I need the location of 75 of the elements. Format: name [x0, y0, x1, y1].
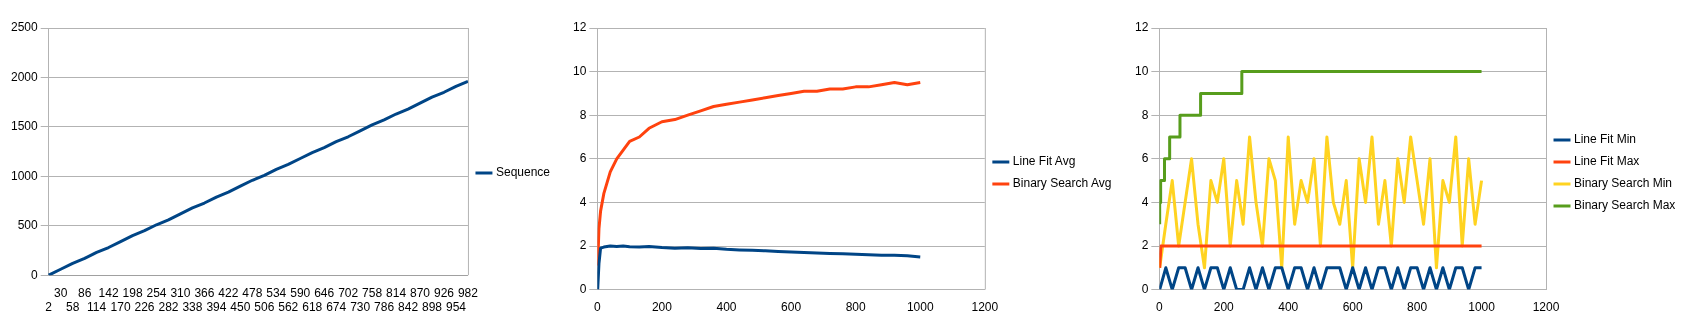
x-tick-label: 450 [230, 300, 251, 315]
y-tick-label: 4 [1141, 194, 1149, 209]
legend-label: Binary Search Max [1574, 198, 1676, 213]
x-tick-label: 926 [433, 285, 455, 300]
y-tick-label: 10 [1134, 63, 1149, 78]
x-tick-label: 200 [651, 300, 673, 315]
x-tick-label: 478 [242, 285, 263, 300]
x-tick-label: 982 [457, 285, 479, 300]
y-tick-label: 4 [579, 194, 587, 209]
x-tick-label: 954 [445, 300, 467, 315]
x-tick-label: 646 [314, 285, 335, 300]
x-tick-label: 2 [45, 300, 53, 315]
x-tick-label: 702 [338, 285, 359, 300]
x-tick-label: 674 [326, 300, 347, 315]
y-tick-label: 12 [1134, 20, 1149, 35]
x-tick-label: 394 [206, 300, 227, 315]
x-tick-label: 142 [98, 285, 119, 300]
legend-label: Sequence [495, 165, 551, 180]
x-tick-label: 86 [77, 285, 92, 300]
y-tick-label: 2000 [10, 69, 39, 84]
x-tick-label: 226 [134, 300, 155, 315]
y-tick-label: 2 [579, 238, 587, 253]
x-tick-label: 0 [594, 300, 601, 315]
x-tick-label: 600 [781, 300, 802, 315]
x-tick-label: 800 [1407, 300, 1428, 315]
y-tick-label: 1000 [10, 168, 39, 183]
x-tick-label: 200 [1213, 300, 1235, 315]
x-tick-label: 282 [158, 300, 179, 315]
x-tick-label: 618 [302, 300, 323, 315]
y-tick-label: 12 [572, 20, 587, 35]
x-tick-label: 400 [716, 300, 737, 315]
x-tick-label: 366 [194, 285, 215, 300]
x-tick-label: 170 [110, 300, 131, 315]
y-tick-label: 1500 [10, 119, 39, 134]
x-tick-label: 400 [1278, 300, 1299, 315]
x-tick-label: 590 [290, 285, 311, 300]
x-tick-label: 338 [182, 300, 203, 315]
x-tick-label: 800 [845, 300, 867, 315]
x-tick-label: 1200 [1532, 300, 1560, 315]
x-tick-label: 310 [170, 285, 191, 300]
x-tick-label: 786 [374, 300, 395, 315]
x-tick-label: 730 [350, 300, 371, 315]
x-tick-label: 842 [398, 300, 419, 315]
x-tick-label: 506 [254, 300, 275, 315]
x-tick-label: 814 [386, 285, 407, 300]
x-tick-label: 1000 [906, 300, 934, 315]
x-tick-label: 870 [410, 285, 431, 300]
y-tick-label: 2 [1141, 238, 1149, 253]
y-tick-label: 2500 [10, 20, 39, 35]
x-tick-label: 600 [1342, 300, 1364, 315]
y-tick-label: 6 [1141, 151, 1149, 166]
x-tick-label: 562 [278, 300, 299, 315]
legend-label: Binary Search Min [1574, 176, 1673, 191]
legend-label: Binary Search Avg [1012, 176, 1112, 191]
y-tick-label: 0 [31, 267, 39, 282]
x-tick-label: 1000 [1468, 300, 1496, 315]
x-tick-label: 534 [266, 285, 287, 300]
y-tick-label: 10 [572, 63, 587, 78]
legend-label: Line Fit Avg [1012, 154, 1076, 169]
y-tick-label: 8 [579, 107, 587, 122]
x-tick-label: 758 [362, 285, 383, 300]
legend-label: Line Fit Max [1574, 154, 1640, 169]
x-tick-label: 254 [146, 285, 167, 300]
x-tick-label: 114 [87, 300, 107, 315]
y-tick-label: 6 [579, 151, 587, 166]
x-tick-label: 58 [65, 300, 80, 315]
x-tick-label: 1200 [971, 300, 999, 315]
x-tick-label: 30 [53, 285, 68, 300]
y-tick-label: 8 [1141, 107, 1149, 122]
x-tick-label: 198 [122, 285, 143, 300]
y-tick-label: 500 [17, 218, 39, 233]
x-tick-label: 422 [218, 285, 239, 300]
x-tick-label: 898 [422, 300, 443, 315]
x-tick-label: 0 [1156, 300, 1163, 315]
legend-label: Line Fit Min [1574, 132, 1637, 147]
